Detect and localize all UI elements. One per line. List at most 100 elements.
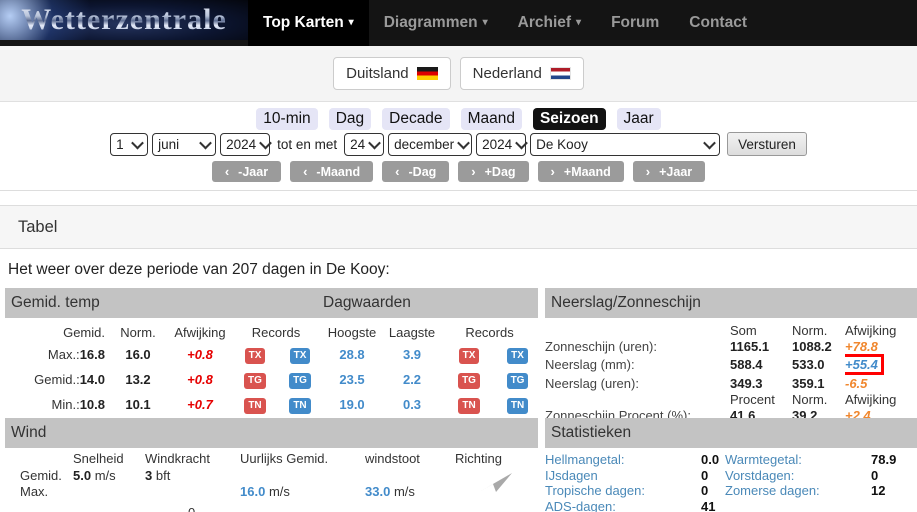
wind-direction-arrow-icon [480, 472, 512, 492]
stat-link[interactable]: Warmtegetal: [725, 452, 802, 468]
deviation-value: +0.8 [187, 347, 213, 362]
divider [0, 190, 917, 191]
record-badge-blue[interactable]: TN [506, 397, 529, 414]
day-from-select[interactable]: 1 [110, 132, 149, 156]
select-chevron-icon [199, 136, 212, 149]
column-header: Hoogste [327, 324, 377, 340]
table-row-gemid: Gemid.:14.0 13.2 +0.8 TG TG 23.5 2.2 TG … [5, 367, 538, 392]
duitsland-button[interactable]: Duitsland [333, 57, 451, 90]
nav-item-archief[interactable]: Archief ▾ [517, 14, 582, 31]
minus-jaar-button[interactable]: ‹ -Jaar [211, 161, 282, 182]
tab-jaar[interactable]: Jaar [616, 108, 661, 130]
section-title-dagwaarden: Dagwaarden [323, 294, 411, 311]
record-badge-blue[interactable]: TN [289, 397, 311, 414]
year-from-select[interactable]: 2024 [220, 132, 272, 156]
hoogste-value[interactable]: 23.5 [339, 372, 365, 387]
stat-link[interactable]: IJsdagen [545, 467, 598, 483]
record-badge-blue[interactable]: TG [506, 372, 529, 389]
record-badge-red[interactable]: TG [244, 372, 266, 389]
tab-maand[interactable]: Maand [460, 108, 522, 130]
row-label: Max. [20, 483, 49, 499]
stat-link[interactable]: Vorstdagen: [725, 467, 795, 483]
stat-link[interactable]: Zomerse dagen: [725, 483, 820, 499]
record-badge-red[interactable]: TG [458, 372, 480, 389]
record-badge-blue[interactable]: TG [289, 372, 311, 389]
record-badge-red[interactable]: TX [458, 347, 480, 364]
stat-link[interactable] [725, 499, 865, 512]
stat-value: 12 [871, 483, 886, 499]
row-label: Neerslag (mm): [545, 357, 635, 372]
column-header: Richting [455, 451, 502, 466]
precip-table: Som Norm. Afwijking Zonneschijn (uren): … [545, 322, 917, 423]
laagste-value[interactable]: 2.2 [402, 372, 422, 387]
month-from-select[interactable]: juni [152, 132, 217, 156]
hoogste-value[interactable]: 28.8 [339, 347, 365, 362]
versturen-button[interactable]: Versturen [727, 132, 807, 156]
nav-items: Top Karten ▾ Diagrammen ▾ Archief ▾ Foru… [248, 0, 762, 46]
record-badge-blue[interactable]: TX [289, 347, 311, 364]
table-row-wind-gemid: Gemid. 5.0 m/s 3 bft [5, 467, 538, 492]
uurlijks-value[interactable]: 16.0 [240, 483, 266, 499]
row-label: Zonneschijn (uren): [545, 338, 657, 354]
wetterzentrale-logo[interactable]: Wetterzentrale [0, 0, 248, 40]
day-to-select[interactable]: 24 [344, 132, 385, 156]
som-value: 1165.1 [730, 338, 770, 354]
tab-dag[interactable]: Dag [328, 108, 372, 130]
unit: m/s [268, 483, 290, 499]
column-header: Norm. [792, 391, 828, 407]
norm-value: 16.0 [125, 347, 151, 362]
wind-section-bar: Wind [5, 418, 538, 448]
som-value: 588.4 [730, 357, 763, 372]
plus-dag-button[interactable]: › +Dag [458, 161, 529, 182]
stat-value: 41 [701, 498, 716, 512]
wind-header-row: Snelheid Windkracht Uurlijks Gemid. wind… [5, 450, 538, 467]
tab-decade[interactable]: Decade [382, 108, 450, 130]
table-row-neerslag-uren: Neerslag (uren): 349.3 359.1 -6.5 [545, 375, 917, 391]
minus-dag-button[interactable]: ‹ -Dag [382, 161, 450, 182]
stat-link[interactable]: ADS-dagen: [545, 498, 616, 512]
record-badge-red[interactable]: TN [458, 397, 480, 414]
column-header: Records [465, 324, 514, 340]
hoogste-value[interactable]: 19.0 [339, 397, 365, 412]
stat-value: 0 [701, 483, 709, 499]
record-badge-red[interactable]: TX [244, 347, 266, 364]
tab-seizoen[interactable]: Seizoen [532, 108, 606, 130]
plus-maand-button[interactable]: › +Maand [537, 161, 624, 182]
stat-link[interactable]: Hellmangetal: [545, 452, 625, 468]
station-select[interactable]: De Kooy [530, 132, 721, 156]
nav-item-contact[interactable]: Contact [689, 14, 747, 31]
select-chevron-icon [515, 136, 529, 149]
unit: m/s [393, 483, 415, 499]
column-header: Windkracht [145, 451, 211, 466]
plus-jaar-button[interactable]: › +Jaar [632, 161, 706, 182]
row-label: Min.: [51, 397, 80, 412]
unit: bft [155, 467, 171, 483]
caret-down-icon: ▾ [348, 17, 354, 28]
row-label: Gemid. [20, 467, 62, 483]
laagste-value[interactable]: 3.9 [402, 347, 422, 362]
laagste-value[interactable]: 0.3 [402, 397, 422, 412]
nav-item-top-karten[interactable]: Top Karten ▾ [248, 0, 369, 46]
record-badge-blue[interactable]: TX [507, 347, 528, 364]
month-to-select[interactable]: december [388, 132, 473, 156]
select-chevron-icon [703, 136, 716, 149]
record-badge-red[interactable]: TN [244, 397, 266, 414]
chevron-left-icon: ‹ [395, 164, 400, 179]
stat-link[interactable]: Tropische dagen: [545, 483, 645, 499]
select-chevron-icon [457, 136, 471, 149]
norm-value: 10.1 [125, 397, 151, 412]
windkracht-value: 3 [145, 467, 153, 483]
tab-10min[interactable]: 10-min [256, 108, 318, 130]
select-chevron-icon [368, 136, 382, 149]
windstoot-value[interactable]: 33.0 [365, 483, 391, 499]
column-header: Uurlijks Gemid. [240, 451, 329, 466]
nav-item-diagrammen[interactable]: Diagrammen ▾ [383, 14, 488, 31]
nederland-button[interactable]: Nederland [459, 57, 584, 90]
nav-item-forum[interactable]: Forum [611, 14, 660, 31]
minus-maand-button[interactable]: ‹ -Maand [290, 161, 374, 182]
stats-section-bar: Statistieken [545, 418, 917, 448]
som-value: 349.3 [730, 375, 763, 391]
precip-section-bar: Neerslag/Zonneschijn [545, 288, 917, 318]
date-form: 1 juni 2024 tot en met 24 december 2024 … [0, 132, 917, 156]
year-to-select[interactable]: 2024 [476, 132, 529, 156]
